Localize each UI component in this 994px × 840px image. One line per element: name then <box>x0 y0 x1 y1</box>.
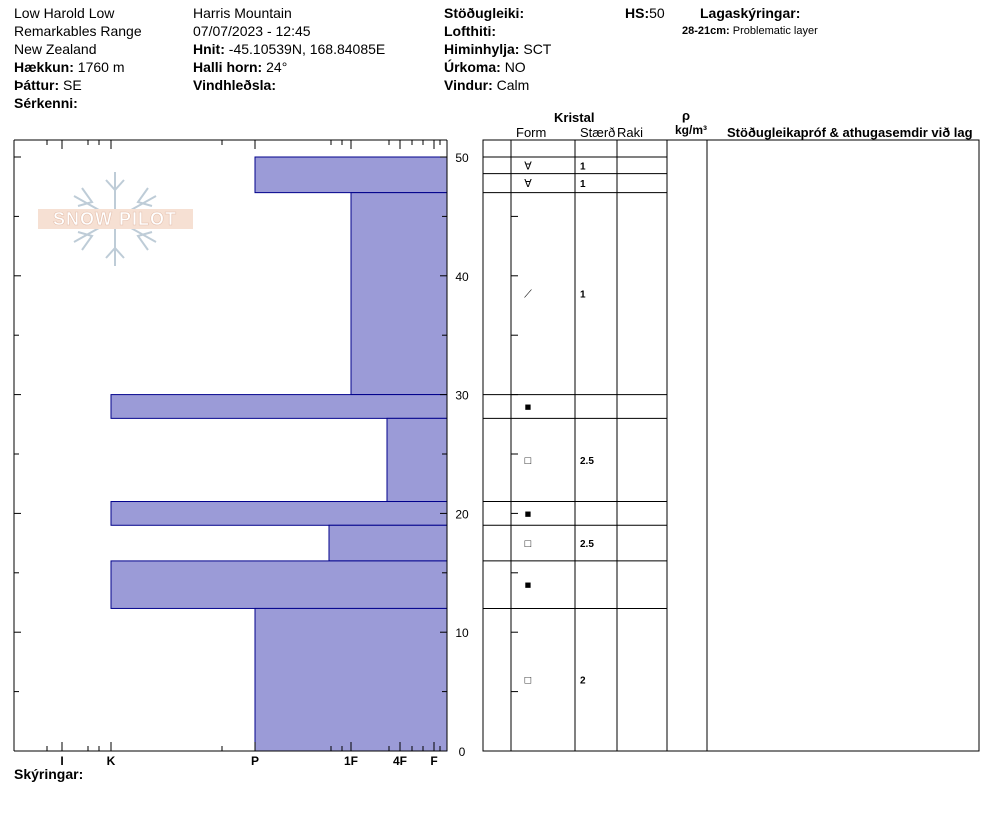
problem-range: 28-21cm: <box>682 25 730 37</box>
aspect-value: SE <box>63 77 82 93</box>
table-form-5: ■ <box>525 508 532 520</box>
range-name: Remarkables Range <box>14 23 142 39</box>
sky-row: Himinhylja: SCT <box>444 40 551 58</box>
y-tick-label-50: 50 <box>455 151 469 165</box>
header-col2: Harris Mountain 07/07/2023 - 12:45 Hnit:… <box>193 4 385 94</box>
slope-row: Halli horn: 24° <box>193 58 385 76</box>
table-frame <box>482 139 980 752</box>
snowflake-logo: SNOW PILOT <box>38 172 193 266</box>
table-form-1: ∀ <box>524 178 532 190</box>
table-size-1: 1 <box>580 179 586 190</box>
header-col3: Stöðugleiki: Lofthiti: Himinhylja: SCT Ú… <box>444 4 551 94</box>
precip-row: Úrkoma: NO <box>444 58 551 76</box>
sky-value: SCT <box>523 41 552 57</box>
form-header: Form <box>516 125 547 140</box>
country-name: New Zealand <box>14 41 97 57</box>
problem-text: Problematic layer <box>732 25 818 37</box>
wind-label: Vindur: <box>444 77 493 93</box>
wind-value: Calm <box>496 77 530 93</box>
header-col1: Low Harold Low Remarkables Range New Zea… <box>14 4 142 112</box>
hardness-bars <box>110 156 448 752</box>
hs-row: HS:50 <box>625 4 665 22</box>
x-tick-label-F: F <box>430 754 437 768</box>
x-tick-label-K: K <box>107 754 116 768</box>
layer-bar-2 <box>110 394 448 419</box>
air-temp-label: Lofthiti: <box>444 23 497 39</box>
x-tick-label-1F: 1F <box>344 754 358 768</box>
coords-label: Hnit: <box>193 41 225 57</box>
table-size-4: 2.5 <box>580 456 594 467</box>
table-form-6: □ <box>525 538 532 550</box>
layer-bar-5 <box>328 524 448 562</box>
logo-text: SNOW PILOT <box>53 209 177 229</box>
legend-label: Lagaskýringar: <box>700 5 801 21</box>
precip-value: NO <box>504 59 526 75</box>
hs-value: 50 <box>649 5 665 21</box>
slope-value: 24° <box>266 59 288 75</box>
legend-entry: 28-21cm: Problematic layer <box>682 23 818 39</box>
density-unit: kg/m³ <box>675 123 708 137</box>
elevation-row: Hækkun: 1760 m <box>14 58 142 76</box>
sky-label: Himinhylja: <box>444 41 520 57</box>
layer-bar-6 <box>110 560 448 609</box>
table-form-3: ■ <box>525 401 532 413</box>
table-form-0: ∀ <box>524 160 532 172</box>
aspect-label: Þáttur: <box>14 77 60 93</box>
layer-table: ∀ 1 ∀ 1 ⟋ 1 ■ □ 2.5 ■ □ 2.5 ■ □ 2 <box>482 139 980 752</box>
precip-label: Úrkoma: <box>444 59 501 75</box>
layer-bar-4 <box>110 501 448 526</box>
location-name: Harris Mountain <box>193 5 292 21</box>
chart-axes: 0 10 20 30 40 50 I K P 1F 4F F <box>13 139 469 768</box>
layer-bar-1 <box>350 192 448 396</box>
y-tick-label-40: 40 <box>455 270 469 284</box>
tests-header: Stöðugleikapróf & athugasemdir við lag <box>727 125 973 140</box>
table-form-7: ■ <box>525 580 532 592</box>
table-form-8: □ <box>525 675 532 687</box>
crystal-header: Kristal <box>554 110 595 125</box>
y-tick-label-0: 0 <box>459 745 466 759</box>
moisture-header: Raki <box>617 125 644 140</box>
table-form-4: □ <box>525 455 532 467</box>
layer-bar-3 <box>386 417 448 503</box>
observer-name: Low Harold Low <box>14 5 115 21</box>
hs-label: HS: <box>625 5 650 21</box>
table-size-8: 2 <box>580 676 586 687</box>
x-tick-label-4F: 4F <box>393 754 407 768</box>
x-tick-label-I: I <box>60 754 63 768</box>
y-tick-label-30: 30 <box>455 389 469 403</box>
datetime: 07/07/2023 - 12:45 <box>193 23 311 39</box>
layer-bar-7 <box>254 607 448 752</box>
coords-row: Hnit: -45.10539N, 168.84085E <box>193 40 385 58</box>
table-form-2: ⟋ <box>524 289 532 301</box>
layer-bar-0 <box>254 156 448 194</box>
table-size-0: 1 <box>580 161 586 172</box>
wind-row: Vindur: Calm <box>444 76 551 94</box>
y-tick-label-20: 20 <box>455 507 469 521</box>
aspect-row: Þáttur: SE <box>14 76 142 94</box>
stability-label: Stöðugleiki: <box>444 5 525 21</box>
coords-value: -45.10539N, 168.84085E <box>228 41 386 57</box>
slope-label: Halli horn: <box>193 59 263 75</box>
y-tick-label-10: 10 <box>455 626 469 640</box>
elevation-value: 1760 m <box>77 59 125 75</box>
density-symbol: ρ <box>682 108 691 123</box>
elevation-label: Hækkun: <box>14 59 74 75</box>
wind-loading-label: Vindhleðsla: <box>193 77 276 93</box>
table-size-2: 1 <box>580 290 586 301</box>
notes-label: Skýringar: <box>14 766 84 782</box>
features-label: Sérkenni: <box>14 95 78 111</box>
size-header: Stærð <box>580 125 616 140</box>
x-tick-label-P: P <box>251 754 259 768</box>
logo-band <box>38 209 193 229</box>
table-size-6: 2.5 <box>580 539 594 550</box>
